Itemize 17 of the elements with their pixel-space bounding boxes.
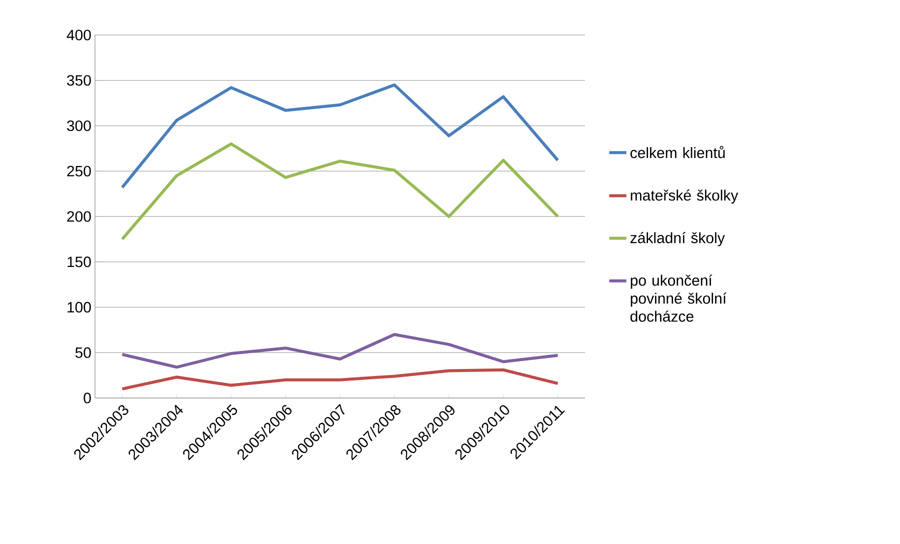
line-series [120, 83, 560, 189]
line-series [120, 368, 560, 390]
y-tick-label: 100 [68, 302, 91, 313]
y-tick-label: 50 [75, 347, 91, 358]
y-tick-label: 400 [66, 30, 91, 40]
y-tick-label: 0 [84, 392, 91, 404]
y-tick-label: 200 [67, 211, 91, 222]
legend-label: základní školy [630, 232, 725, 246]
y-tick-label: 150 [68, 256, 91, 268]
y-tick-label: 250 [67, 166, 91, 176]
line-series [120, 142, 560, 241]
y-tick-label: 350 [67, 75, 91, 86]
legend-label: mateřské školky [630, 189, 738, 204]
y-tick-label: 300 [67, 120, 91, 132]
line-series [120, 332, 560, 369]
legend-label: celkem klientů [630, 146, 725, 158]
legend-label: po ukončení povinné školní docházce [630, 274, 726, 322]
